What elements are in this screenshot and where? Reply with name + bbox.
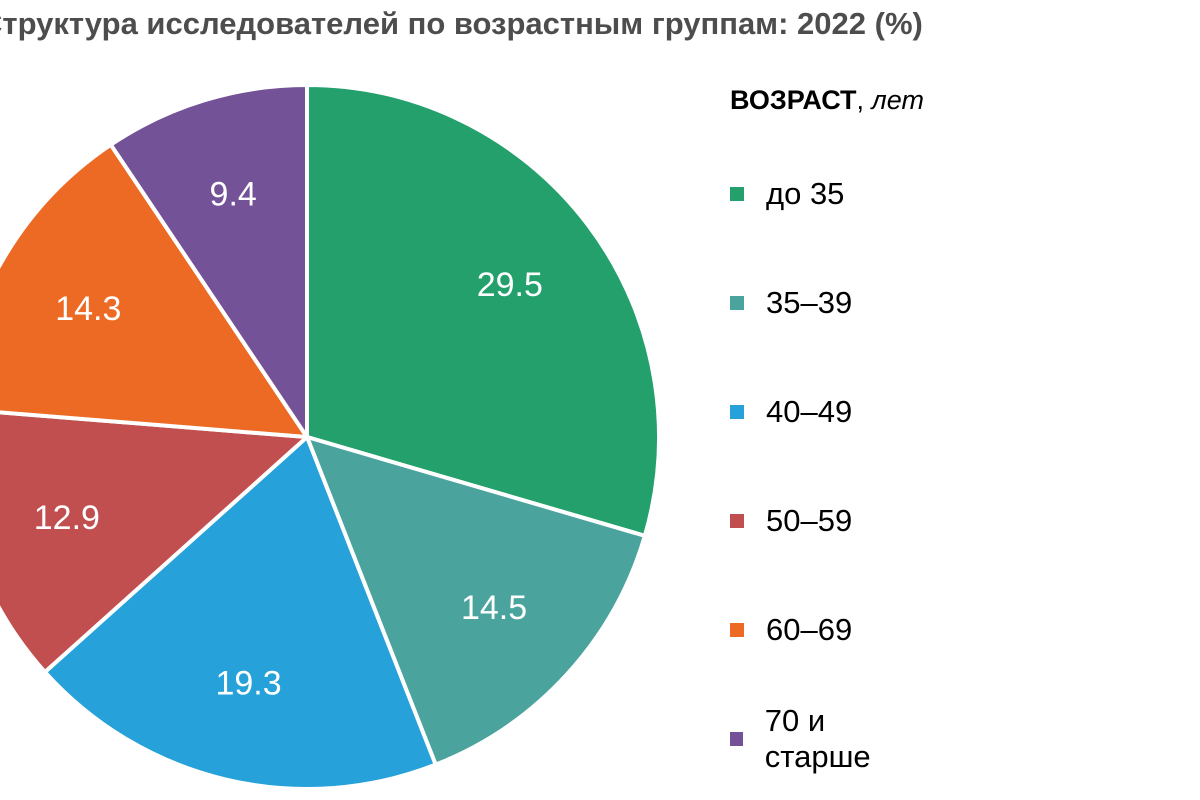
pie-slice	[0, 142, 309, 439]
slice-value-label: 14.3	[55, 290, 121, 328]
legend-title-bold: ВОЗРАСТ	[730, 85, 857, 115]
legend-item: 60–69	[730, 610, 852, 650]
pie-slice	[305, 83, 661, 538]
slice-value-label: 19.3	[215, 665, 281, 703]
legend-swatch	[730, 623, 744, 637]
slice-value-label: 29.5	[477, 266, 543, 304]
legend-item: 40–49	[730, 392, 852, 432]
legend: ВОЗРАСТ, лет до 35 35–39 40–49 50–59 60–69 70…	[730, 80, 924, 774]
legend-swatch	[730, 732, 743, 746]
legend-title-italic: лет	[871, 85, 924, 115]
pie-slice	[0, 410, 309, 675]
pie-slice	[305, 435, 647, 767]
legend-item: 50–59	[730, 501, 852, 541]
legend-swatch	[730, 514, 744, 528]
legend-label: 35–39	[766, 285, 853, 320]
legend-label: 70 и старше	[764, 703, 871, 774]
slice-value-label: 12.9	[34, 499, 100, 537]
legend-swatch	[730, 296, 744, 310]
legend-item: 35–39	[730, 283, 852, 323]
legend-label: до 35	[766, 176, 845, 211]
chart-title: Структура исследователей по возрастным г…	[0, 6, 923, 41]
slice-value-label: 9.4	[210, 176, 257, 214]
pie-slice	[108, 83, 309, 439]
legend-label: 40–49	[766, 394, 853, 429]
legend-swatch	[730, 187, 744, 201]
legend-swatch	[730, 405, 744, 419]
slice-value-label: 14.5	[461, 589, 527, 627]
pie-slice	[42, 435, 438, 791]
legend-title: ВОЗРАСТ, лет	[730, 80, 924, 120]
legend-title-separator: ,	[856, 85, 872, 115]
legend-item: до 35	[730, 174, 844, 214]
legend-label: 50–59	[766, 503, 853, 538]
legend-item: 70 и старше	[730, 703, 924, 774]
legend-label: 60–69	[766, 612, 853, 647]
